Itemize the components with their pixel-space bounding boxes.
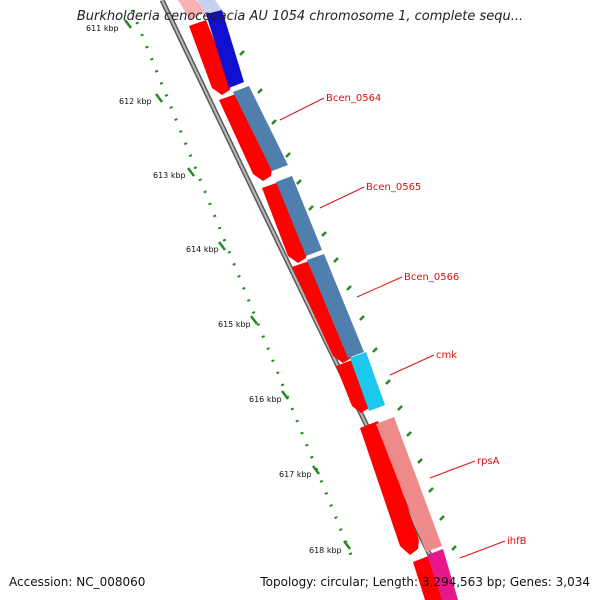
scale-label: 616 kbp [249, 395, 282, 404]
scale-label: 618 kbp [309, 546, 342, 555]
scale-label: 611 kbp [86, 24, 119, 33]
major-tick [250, 315, 258, 325]
gene-label-bcen-0566[interactable]: Bcen_0566 [404, 272, 459, 283]
cds-arrow[interactable] [189, 20, 231, 95]
label-line [279, 97, 325, 121]
major-tick [218, 241, 226, 251]
scale-label: 612 kbp [119, 97, 152, 106]
feature-faded-pink[interactable] [178, 0, 206, 20]
scale-label: 613 kbp [153, 171, 186, 180]
gene-label-bcen-0564[interactable]: Bcen_0564 [326, 93, 381, 104]
major-tick [281, 390, 289, 400]
outer-features [206, 10, 458, 600]
gene-label-cmk[interactable]: cmk [436, 350, 457, 361]
feature-cmk[interactable] [350, 352, 385, 411]
scale-label: 615 kbp [218, 320, 251, 329]
gene-label-bcen-0565[interactable]: Bcen_0565 [366, 182, 421, 193]
label-line [429, 460, 476, 479]
cds-arrows [189, 20, 445, 600]
feature-ihfB[interactable] [427, 549, 458, 600]
cds-arrow[interactable] [219, 94, 272, 181]
scale-label: 617 kbp [279, 470, 312, 479]
accession-text: Accession: NC_008060 [9, 575, 146, 589]
gene-labels: Bcen_0564 Bcen_0565 Bcen_0566 cmk rpsA i… [326, 93, 527, 547]
label-line [319, 186, 365, 209]
major-tick [155, 93, 163, 103]
major-tick [343, 540, 351, 550]
major-tick [312, 465, 320, 475]
gene-label-rpsa[interactable]: rpsA [477, 456, 500, 467]
cds-arrow[interactable] [413, 555, 445, 600]
feature-dark-blue[interactable] [206, 10, 244, 88]
label-line [459, 540, 506, 559]
major-tick [187, 167, 195, 177]
feature-faded-blue[interactable] [197, 0, 222, 14]
feature-bcen-0564[interactable] [233, 86, 288, 171]
label-lines [279, 97, 506, 559]
feature-bcen-0566[interactable] [307, 254, 364, 358]
outer-marks [239, 50, 457, 551]
scale-label: 614 kbp [186, 245, 219, 254]
scale-labels: 611 kbp 612 kbp 613 kbp 614 kbp 615 kbp … [86, 24, 342, 555]
scale-dotted-line [130, 9, 357, 566]
label-line [389, 354, 435, 376]
cds-arrow[interactable] [262, 182, 307, 263]
topology-text: Topology: circular; Length: 3,294,563 bp… [260, 575, 590, 589]
map-title: Burkholderia cenocepacia AU 1054 chromos… [76, 9, 524, 24]
label-line [356, 276, 403, 298]
cds-arrow[interactable] [336, 360, 370, 413]
feature-bcen-0565[interactable] [276, 176, 322, 256]
feature-rpsA[interactable] [376, 417, 442, 552]
cds-arrow[interactable] [292, 261, 352, 363]
major-tick [124, 19, 132, 29]
scale-ticks [124, 9, 357, 566]
gene-label-ihfb[interactable]: ihfB [507, 536, 527, 547]
cds-arrow[interactable] [360, 421, 419, 555]
